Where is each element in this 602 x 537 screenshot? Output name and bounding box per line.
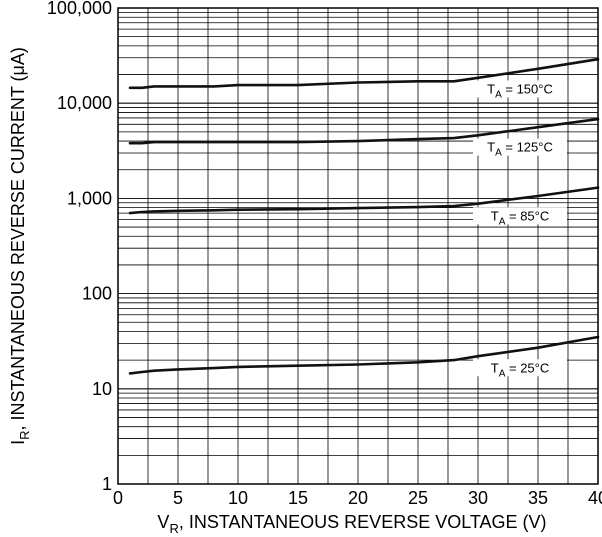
- chart-series-labels: TA = 150°CTA = 125°CTA = 85°CTA = 25°C: [473, 80, 567, 379]
- x-tick-label: 0: [113, 488, 123, 508]
- series-label-main: T: [491, 208, 499, 223]
- y-tick-label: 1: [102, 474, 112, 494]
- series-label-text: TA = 25°C: [491, 360, 550, 379]
- series-label-sub: A: [495, 148, 502, 159]
- series-label-rest: = 25°C: [505, 360, 549, 375]
- series-line-1: [128, 117, 600, 145]
- series-label-background: [473, 207, 567, 225]
- series-line-2: [128, 186, 600, 215]
- series-label-0: TA = 150°C: [473, 80, 567, 100]
- y-tick-label: 1,000: [67, 188, 112, 208]
- series-label-background: [473, 80, 567, 98]
- series-label-text: TA = 150°C: [487, 81, 553, 100]
- chart-tick-labels: 0 5 10 15 20 25 30 35 40 1 10 100 1,000 10,000 100,000: [47, 0, 602, 508]
- series-label-rest: = 85°C: [505, 208, 549, 223]
- series-label-sub: A: [499, 216, 506, 227]
- series-label-text: TA = 125°C: [487, 140, 553, 159]
- x-tick-label: 15: [288, 488, 308, 508]
- y-axis-title: IR, INSTANTANEOUS REVERSE CURRENT (μA): [8, 47, 32, 445]
- x-axis-title-sub: R: [169, 521, 178, 536]
- x-tick-label: 25: [408, 488, 428, 508]
- chart-series-layer: [128, 57, 600, 375]
- series-label-3: TA = 25°C: [473, 359, 567, 379]
- series-label-text: TA = 85°C: [491, 208, 550, 227]
- y-tick-label: 100: [82, 284, 112, 304]
- series-label-main: T: [487, 81, 495, 96]
- y-tick-label: 10: [92, 379, 112, 399]
- chart-grid: [118, 8, 598, 484]
- x-tick-label: 30: [468, 488, 488, 508]
- series-label-background: [473, 138, 567, 156]
- series-label-sub: A: [495, 89, 502, 100]
- series-label-1: TA = 125°C: [473, 138, 567, 159]
- series-label-main: T: [487, 140, 495, 155]
- y-axis-title-rest: , INSTANTANEOUS REVERSE CURRENT (μA): [8, 47, 28, 430]
- y-axis-title-main: I: [8, 440, 28, 445]
- series-line-0: [128, 57, 600, 90]
- series-label-2: TA = 85°C: [473, 207, 567, 227]
- y-tick-label: 10,000: [57, 93, 112, 113]
- x-axis-title: VR, INSTANTANEOUS REVERSE VOLTAGE (V): [157, 512, 546, 536]
- y-axis-title-sub: R: [17, 431, 32, 440]
- x-tick-label: 40: [588, 488, 602, 508]
- x-tick-label: 10: [228, 488, 248, 508]
- x-tick-label: 20: [348, 488, 368, 508]
- x-axis-title-main: V: [157, 512, 169, 532]
- x-axis-title-rest: , INSTANTANEOUS REVERSE VOLTAGE (V): [179, 512, 547, 532]
- series-label-background: [473, 359, 567, 377]
- series-label-main: T: [491, 360, 499, 375]
- series-label-rest: = 125°C: [502, 140, 553, 155]
- y-tick-label: 100,000: [47, 0, 112, 18]
- x-tick-label: 5: [173, 488, 183, 508]
- x-tick-label: 35: [528, 488, 548, 508]
- plot-frame: [117, 7, 599, 485]
- series-line-3: [128, 335, 600, 375]
- series-label-rest: = 150°C: [502, 81, 553, 96]
- series-label-sub: A: [499, 368, 506, 379]
